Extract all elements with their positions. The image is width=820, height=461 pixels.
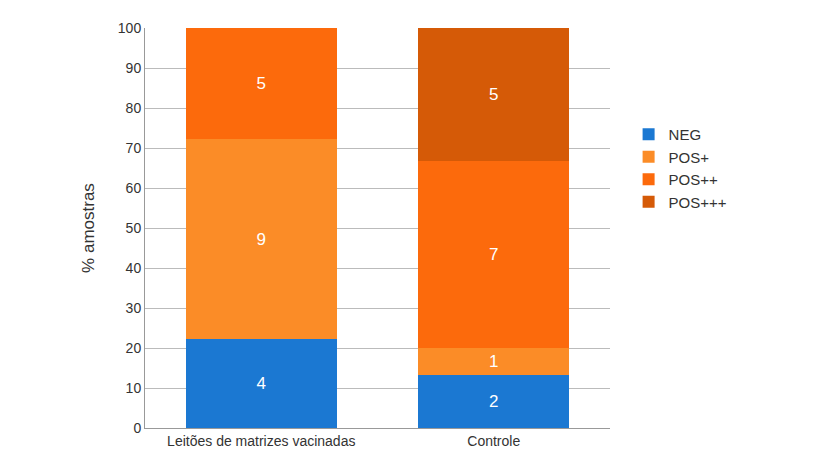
svg-text:10: 10 xyxy=(126,380,142,396)
svg-text:2: 2 xyxy=(489,392,498,411)
svg-text:POS++: POS++ xyxy=(669,171,718,188)
svg-text:POS+: POS+ xyxy=(669,149,710,166)
svg-text:4: 4 xyxy=(257,374,266,393)
svg-text:100: 100 xyxy=(118,20,142,36)
svg-text:POS+++: POS+++ xyxy=(669,194,727,211)
svg-text:5: 5 xyxy=(489,85,498,104)
svg-text:7: 7 xyxy=(489,245,498,264)
svg-text:20: 20 xyxy=(126,340,142,356)
svg-text:Controle: Controle xyxy=(467,433,520,449)
svg-text:Leitões de matrizes vacinadas: Leitões de matrizes vacinadas xyxy=(167,433,355,449)
svg-text:5: 5 xyxy=(257,74,266,93)
svg-text:30: 30 xyxy=(126,300,142,316)
svg-text:50: 50 xyxy=(126,220,142,236)
svg-text:1: 1 xyxy=(489,352,498,371)
svg-text:60: 60 xyxy=(126,180,142,196)
svg-text:% amostras: % amostras xyxy=(79,183,98,273)
svg-text:90: 90 xyxy=(126,60,142,76)
svg-text:70: 70 xyxy=(126,140,142,156)
svg-text:9: 9 xyxy=(257,230,266,249)
svg-text:40: 40 xyxy=(126,260,142,276)
svg-text:0: 0 xyxy=(133,420,141,436)
svg-text:80: 80 xyxy=(126,100,142,116)
svg-text:NEG: NEG xyxy=(669,126,702,143)
